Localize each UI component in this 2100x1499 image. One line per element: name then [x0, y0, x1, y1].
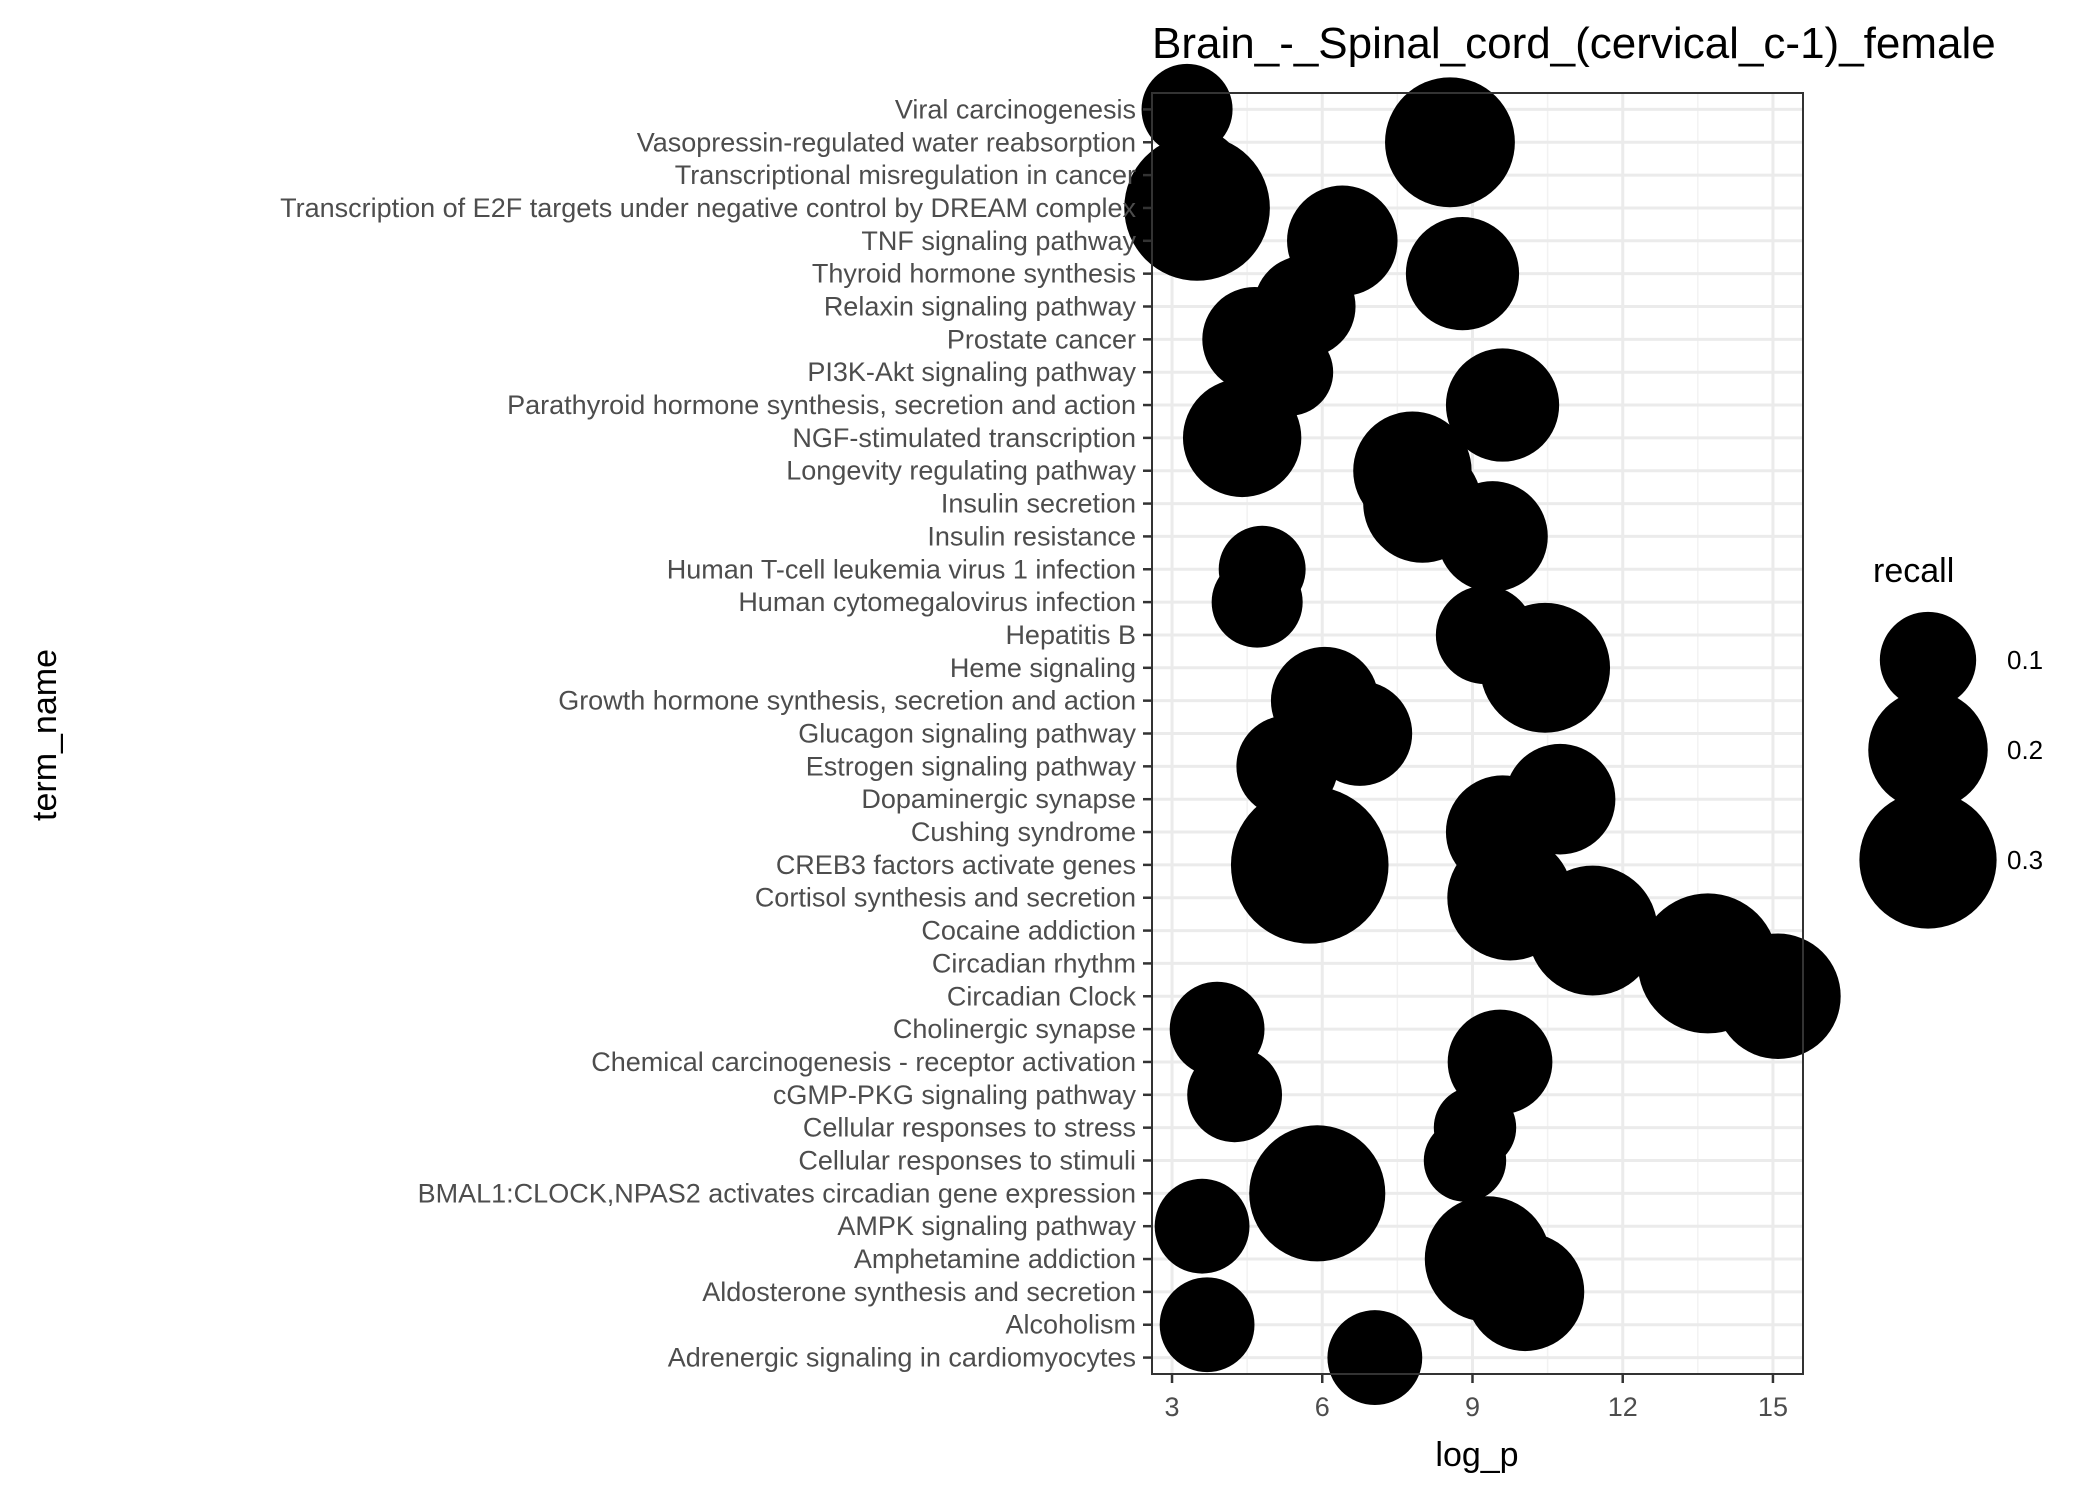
y-tick-label: Human T-cell leukemia virus 1 infection	[667, 554, 1136, 584]
y-tick-label: Cholinergic synapse	[893, 1014, 1136, 1044]
y-tick-label: Growth hormone synthesis, secretion and …	[558, 686, 1136, 716]
y-tick-label: TNF signaling pathway	[861, 226, 1136, 256]
y-tick-label: Chemical carcinogenesis - receptor activ…	[591, 1047, 1136, 1077]
data-point	[1182, 378, 1302, 498]
y-tick-label: Circadian rhythm	[932, 948, 1136, 978]
legend-key-circle	[1868, 690, 1988, 810]
y-tick-label: Circadian Clock	[947, 981, 1137, 1011]
y-axis-title: term_name	[26, 649, 64, 821]
y-tick-label: Glucagon signaling pathway	[798, 719, 1136, 749]
y-tick-label: Cellular responses to stress	[803, 1113, 1136, 1143]
data-point	[1154, 1178, 1250, 1274]
y-tick-label: Longevity regulating pathway	[786, 456, 1136, 486]
y-tick-label: Insulin secretion	[941, 489, 1136, 519]
y-tick-label: Thyroid hormone synthesis	[812, 259, 1136, 289]
plot-title: Brain_-_Spinal_cord_(cervical_c-1)_femal…	[1152, 19, 1996, 68]
y-tick-label: cGMP-PKG signaling pathway	[773, 1080, 1137, 1110]
data-point	[1385, 77, 1515, 208]
legend-label: 0.3	[2007, 845, 2043, 875]
y-tick-label: Adrenergic signaling in cardiomyocytes	[668, 1343, 1136, 1373]
y-tick-label: Estrogen signaling pathway	[806, 751, 1137, 781]
y-tick-label: Viral carcinogenesis	[895, 94, 1136, 124]
y-tick-label: BMAL1:CLOCK,NPAS2 activates circadian ge…	[418, 1178, 1136, 1208]
x-axis-title: log_p	[1435, 1436, 1518, 1474]
legend: recall 0.1 0.2 0.3	[1859, 552, 2043, 929]
y-tick-label: Transcription of E2F targets under negat…	[280, 193, 1136, 223]
y-tick-label: Human cytomegalovirus infection	[738, 587, 1136, 617]
x-tick-label: 9	[1465, 1392, 1480, 1422]
y-tick-label: Insulin resistance	[927, 521, 1136, 551]
data-point	[1715, 933, 1841, 1059]
legend-title: recall	[1873, 552, 1954, 590]
y-tick-label: Cortisol synthesis and secretion	[755, 883, 1136, 913]
y-tick-label: NGF-stimulated transcription	[792, 423, 1136, 453]
data-point	[1327, 1310, 1423, 1405]
data-point	[1480, 602, 1611, 733]
data-point	[1159, 1277, 1255, 1373]
data-point	[1465, 1232, 1585, 1352]
y-tick-label: Vasopressin-regulated water reabsorption	[637, 127, 1136, 157]
legend-key-circle	[1859, 791, 1997, 929]
data-point	[1249, 1125, 1386, 1262]
y-tick-label: CREB3 factors activate genes	[776, 850, 1136, 880]
x-tick-label: 15	[1758, 1392, 1788, 1422]
y-tick-label: Relaxin signaling pathway	[824, 292, 1137, 322]
data-point	[1437, 481, 1548, 592]
y-tick-label: Heme signaling	[950, 653, 1136, 683]
data-point	[1445, 348, 1560, 462]
y-tick-label: Hepatitis B	[1005, 620, 1136, 650]
legend-label: 0.2	[2007, 735, 2043, 765]
y-tick-label: Cocaine addiction	[921, 916, 1136, 946]
plot-panel: Viral carcinogenesisVasopressin-regulate…	[280, 63, 1841, 1422]
data-point	[1230, 786, 1389, 944]
data-point	[1124, 135, 1270, 281]
legend-label: 0.1	[2007, 645, 2043, 675]
y-tick-label: Amphetamine addiction	[854, 1244, 1136, 1274]
y-tick-label: Prostate cancer	[947, 324, 1136, 354]
y-tick-label: Parathyroid hormone synthesis, secretion…	[507, 390, 1136, 420]
data-point	[1527, 865, 1658, 996]
y-tick-label: Aldosterone synthesis and secretion	[702, 1277, 1136, 1307]
legend-key-circle	[1879, 611, 1977, 709]
data-point	[1187, 1047, 1283, 1143]
y-tick-label: PI3K-Akt signaling pathway	[807, 357, 1136, 387]
y-tick-label: Cushing syndrome	[911, 817, 1136, 847]
y-tick-label: Cellular responses to stimuli	[798, 1146, 1136, 1176]
y-tick-label: Alcoholism	[1005, 1310, 1136, 1340]
x-tick-label: 6	[1315, 1392, 1330, 1422]
y-tick-label: Transcriptional misregulation in cancer	[675, 160, 1136, 190]
x-tick-label: 12	[1608, 1392, 1638, 1422]
data-point	[1423, 1119, 1507, 1202]
y-tick-label: AMPK signaling pathway	[837, 1211, 1136, 1241]
x-tick-label: 3	[1165, 1392, 1180, 1422]
y-tick-label: Dopaminergic synapse	[861, 784, 1136, 814]
data-point	[1211, 556, 1303, 648]
data-point	[1405, 217, 1520, 331]
